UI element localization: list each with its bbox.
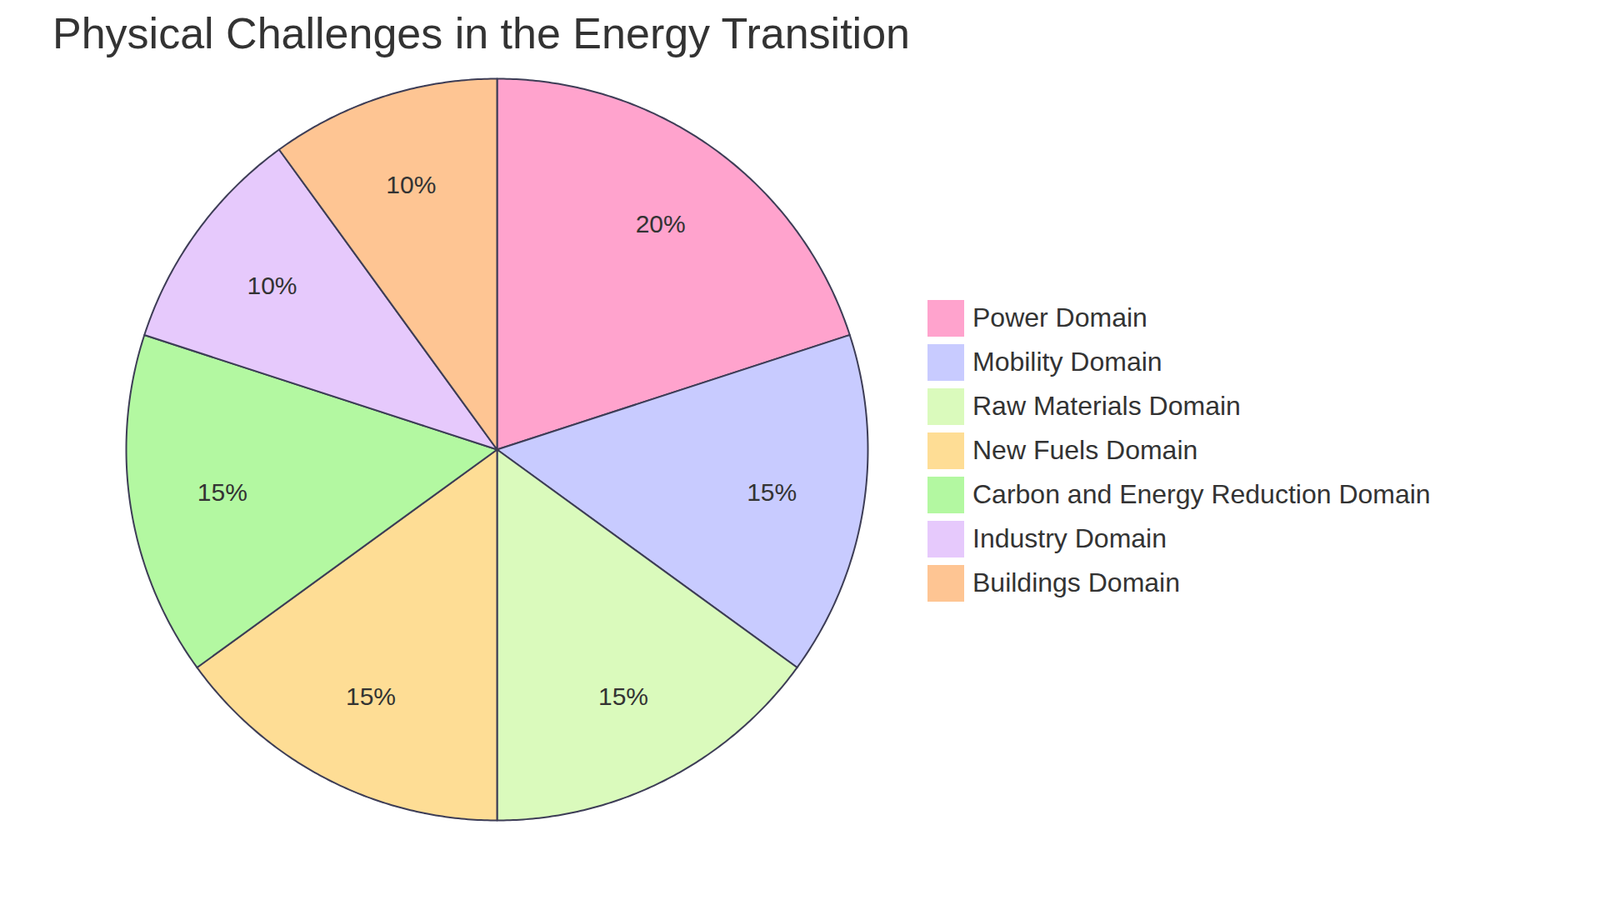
html-text:Industry Domain: Industry Domain — [972, 523, 1167, 554]
svg-text:15%: 15% — [598, 682, 649, 710]
html-text:Power Domain: Power Domain — [972, 302, 1148, 333]
svg-text:10%: 10% — [246, 271, 297, 300]
svg-text:15%: 15% — [345, 682, 396, 710]
html-text:Mobility Domain: Mobility Domain — [972, 346, 1163, 377]
svg-text:10%: 10% — [385, 170, 436, 199]
html-text:Raw Materials Domain: Raw Materials Domain — [972, 390, 1241, 421]
html-text:Buildings Domain: Buildings Domain — [972, 567, 1180, 598]
html-text:Physical Challenges in the Ene: Physical Challenges in the Energy Transi… — [52, 9, 910, 58]
html-text:Carbon and Energy Reduction Do: Carbon and Energy Reduction Domain — [972, 479, 1431, 510]
svg-text:15%: 15% — [197, 478, 248, 506]
html-text:New Fuels Domain: New Fuels Domain — [972, 435, 1198, 465]
svg-text:20%: 20% — [635, 210, 686, 238]
svg-text:15%: 15% — [746, 478, 797, 506]
